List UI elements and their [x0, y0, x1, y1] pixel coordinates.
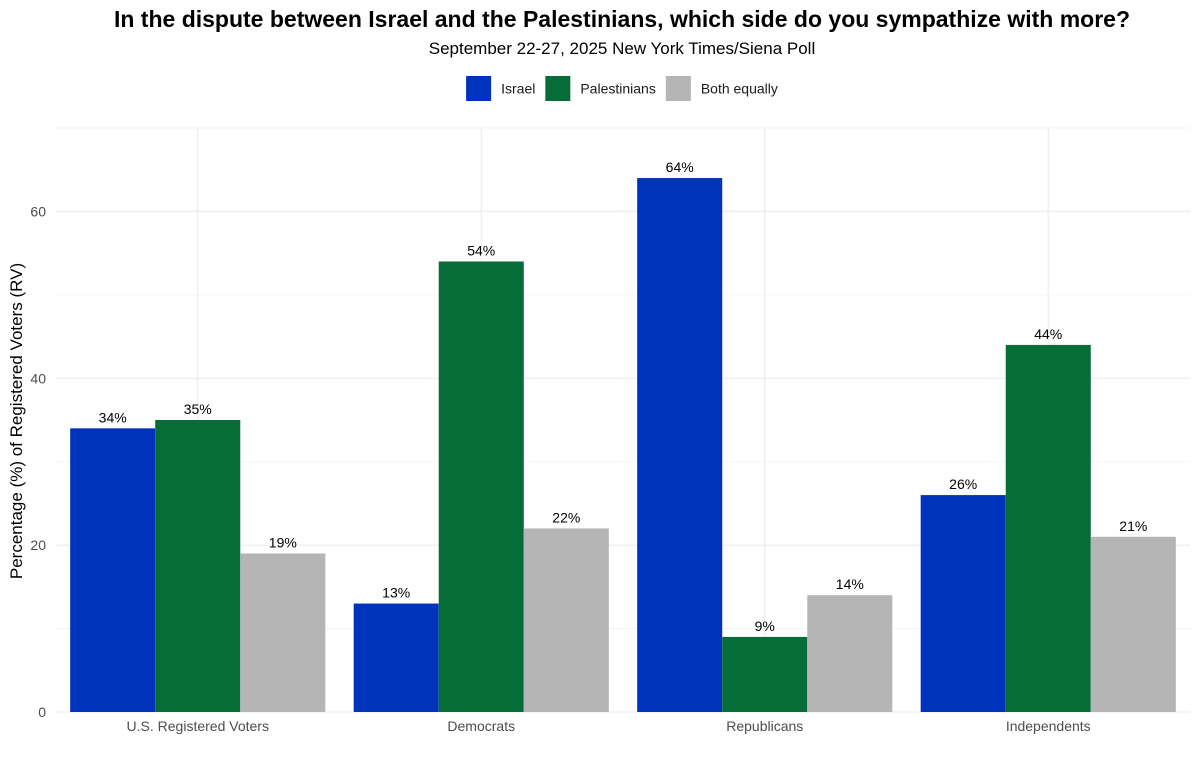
bar [637, 178, 723, 713]
data-label: 19% [269, 534, 297, 550]
bar [523, 528, 609, 712]
legend-item: Both equally [665, 76, 778, 101]
bar [240, 553, 326, 712]
bar [1005, 344, 1091, 712]
legend-key [466, 76, 492, 101]
bar [155, 420, 241, 712]
legend-key [545, 76, 571, 101]
bar [722, 636, 808, 712]
bar [438, 261, 524, 712]
data-label: 35% [184, 401, 212, 417]
bar [353, 603, 439, 712]
legend-item: Palestinians [545, 76, 656, 101]
legend-label: Both equally [701, 81, 778, 97]
legend: Israel Palestinians Both equally [466, 76, 778, 101]
chart-subtitle: September 22-27, 2025 New York Times/Sie… [429, 39, 816, 58]
bar [70, 428, 156, 712]
y-tick-label: 20 [30, 537, 46, 553]
legend-item: Israel [466, 76, 535, 101]
x-tick-label: Republicans [726, 718, 803, 734]
y-tick-label: 60 [30, 203, 46, 219]
y-axis-label: Percentage (%) of Registered Voters (RV) [7, 263, 26, 579]
chart-title: In the dispute between Israel and the Pa… [114, 6, 1130, 32]
data-labels: 34% 35% 19% 13% 54% 22% 64% 9% 14% 26% 44% 21% [99, 159, 1148, 634]
x-tick-label: U.S. Registered Voters [127, 718, 269, 734]
legend-label: Palestinians [580, 81, 656, 97]
x-tick-label: Independents [1006, 718, 1091, 734]
data-label: 9% [755, 618, 775, 634]
legend-key [665, 76, 691, 101]
bar [920, 495, 1006, 712]
x-tick-label: Democrats [447, 718, 515, 734]
legend-label: Israel [501, 81, 535, 97]
data-label: 21% [1119, 518, 1147, 534]
bar [1090, 536, 1176, 712]
y-tick-label: 0 [38, 704, 46, 720]
data-label: 26% [949, 476, 977, 492]
x-axis-ticks: U.S. Registered Voters Democrats Republica… [127, 718, 1091, 734]
data-label: 34% [99, 409, 127, 425]
y-axis-ticks: 0 20 40 60 [30, 203, 46, 720]
y-tick-label: 40 [30, 370, 46, 386]
bar [807, 595, 893, 712]
data-label: 13% [382, 585, 410, 601]
data-label: 44% [1034, 326, 1062, 342]
data-label: 54% [467, 242, 495, 258]
data-label: 22% [552, 509, 580, 525]
data-label: 64% [666, 159, 694, 175]
bars [70, 178, 1176, 713]
data-label: 14% [836, 576, 864, 592]
